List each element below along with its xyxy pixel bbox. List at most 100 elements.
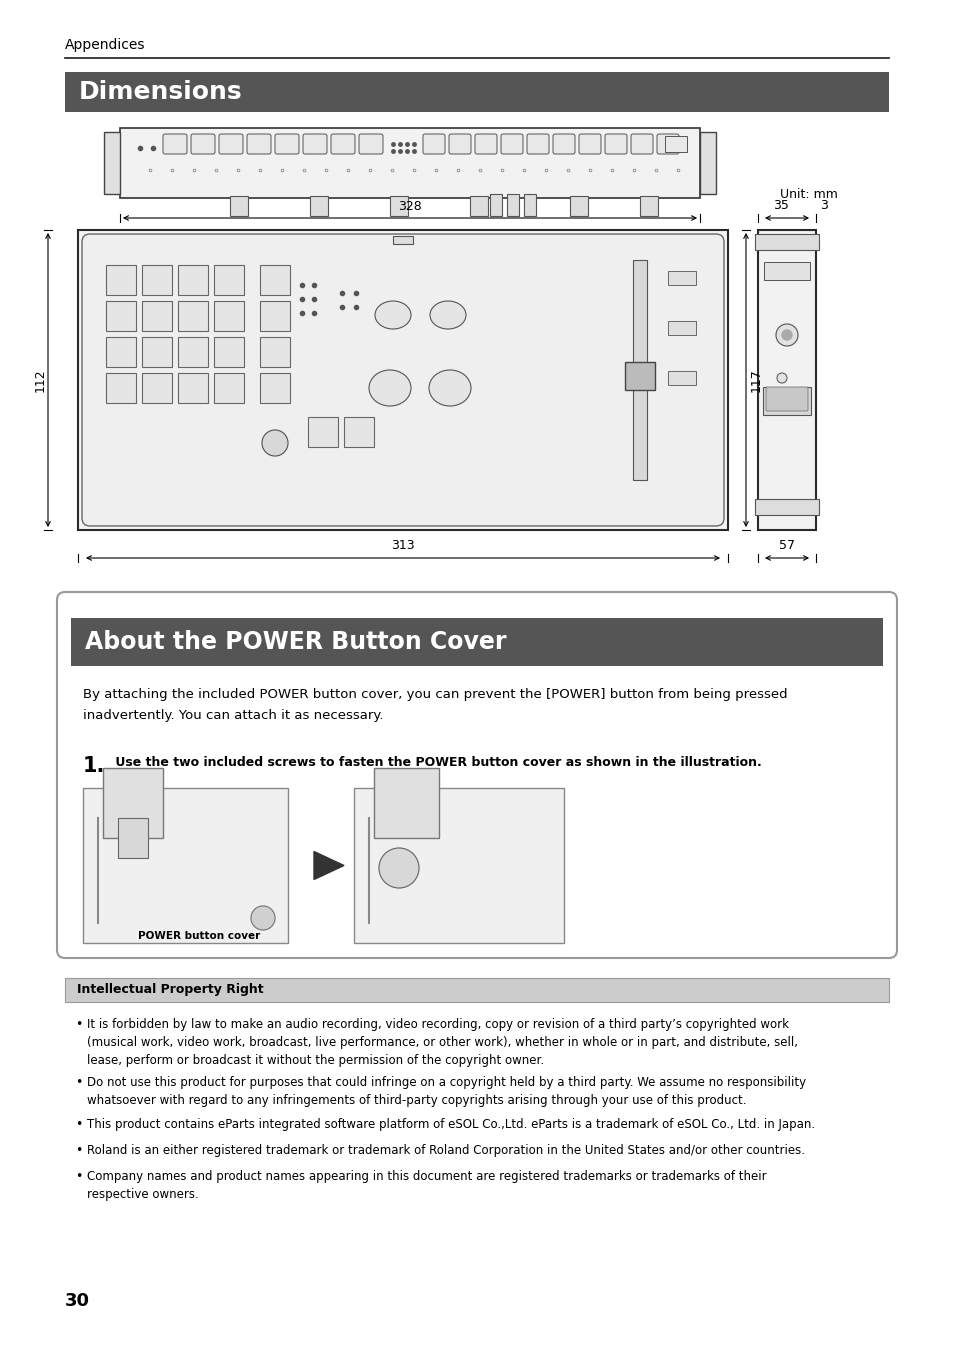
Text: This product contains eParts integrated software platform of eSOL Co.,Ltd. ePart: This product contains eParts integrated …: [87, 1118, 814, 1131]
Text: 30: 30: [65, 1292, 90, 1311]
Bar: [178, 337, 208, 367]
Text: Roland is an either registered trademark or trademark of Roland Corporation in t: Roland is an either registered trademark…: [87, 1144, 804, 1158]
Bar: [763, 263, 809, 280]
FancyBboxPatch shape: [191, 134, 214, 154]
FancyBboxPatch shape: [163, 134, 187, 154]
Bar: [106, 265, 136, 295]
Bar: [390, 196, 408, 217]
Bar: [118, 818, 148, 858]
Bar: [142, 265, 172, 295]
FancyBboxPatch shape: [526, 134, 548, 154]
Text: POWER button cover: POWER button cover: [138, 932, 260, 941]
Bar: [106, 337, 136, 367]
Circle shape: [378, 848, 418, 888]
FancyBboxPatch shape: [604, 134, 626, 154]
Bar: [667, 321, 696, 334]
Ellipse shape: [375, 301, 411, 329]
Text: •: •: [75, 1018, 82, 1030]
Text: 328: 328: [397, 200, 421, 213]
Bar: [667, 371, 696, 385]
Bar: [103, 768, 163, 838]
Bar: [754, 500, 818, 515]
Bar: [639, 196, 658, 217]
Text: 35: 35: [772, 199, 788, 213]
FancyBboxPatch shape: [422, 134, 444, 154]
Bar: [142, 337, 172, 367]
Circle shape: [776, 372, 786, 383]
Bar: [230, 196, 248, 217]
FancyBboxPatch shape: [578, 134, 600, 154]
Bar: [569, 196, 587, 217]
FancyBboxPatch shape: [247, 134, 271, 154]
Polygon shape: [314, 852, 344, 880]
Bar: [106, 372, 136, 403]
Bar: [120, 129, 700, 198]
Bar: [106, 301, 136, 330]
Text: 117: 117: [749, 368, 761, 391]
Bar: [374, 768, 438, 838]
Text: 3: 3: [820, 199, 827, 213]
Bar: [664, 135, 686, 152]
Text: 57: 57: [779, 539, 794, 552]
FancyBboxPatch shape: [500, 134, 522, 154]
Bar: [142, 301, 172, 330]
Ellipse shape: [429, 370, 471, 406]
Bar: [213, 372, 244, 403]
FancyBboxPatch shape: [449, 134, 471, 154]
Bar: [758, 230, 815, 529]
Bar: [213, 301, 244, 330]
FancyBboxPatch shape: [57, 592, 896, 959]
Bar: [393, 236, 413, 244]
Text: •: •: [75, 1170, 82, 1183]
Bar: [71, 617, 882, 666]
FancyBboxPatch shape: [331, 134, 355, 154]
Bar: [762, 387, 810, 414]
Circle shape: [781, 330, 791, 340]
Bar: [178, 265, 208, 295]
FancyBboxPatch shape: [553, 134, 575, 154]
Bar: [624, 362, 655, 390]
Bar: [310, 196, 328, 217]
FancyBboxPatch shape: [657, 134, 679, 154]
Ellipse shape: [430, 301, 465, 329]
Text: It is forbidden by law to make an audio recording, video recording, copy or revi: It is forbidden by law to make an audio …: [87, 1018, 797, 1067]
FancyBboxPatch shape: [303, 134, 327, 154]
Text: 313: 313: [391, 539, 415, 552]
Ellipse shape: [369, 370, 411, 406]
Bar: [470, 196, 488, 217]
Bar: [178, 372, 208, 403]
FancyBboxPatch shape: [358, 134, 382, 154]
Text: •: •: [75, 1118, 82, 1131]
FancyBboxPatch shape: [630, 134, 652, 154]
Text: Dimensions: Dimensions: [79, 80, 242, 104]
Text: •: •: [75, 1076, 82, 1089]
Bar: [104, 131, 120, 194]
Bar: [633, 260, 646, 481]
Bar: [667, 271, 696, 284]
Bar: [700, 131, 716, 194]
Bar: [354, 788, 563, 942]
Bar: [308, 417, 337, 447]
Bar: [260, 265, 290, 295]
Text: By attaching the included POWER button cover, you can prevent the [POWER] button: By attaching the included POWER button c…: [83, 688, 787, 722]
Bar: [178, 301, 208, 330]
Text: •: •: [75, 1144, 82, 1158]
Bar: [490, 194, 501, 217]
FancyBboxPatch shape: [274, 134, 298, 154]
Bar: [754, 234, 818, 250]
Circle shape: [775, 324, 797, 347]
Bar: [260, 301, 290, 330]
Text: Use the two included screws to fasten the POWER button cover as shown in the ill: Use the two included screws to fasten th…: [111, 756, 760, 769]
Bar: [78, 230, 727, 529]
FancyBboxPatch shape: [475, 134, 497, 154]
Bar: [83, 788, 288, 942]
Bar: [213, 265, 244, 295]
Text: 1.: 1.: [83, 756, 105, 776]
Bar: [344, 417, 374, 447]
Circle shape: [251, 906, 274, 930]
Text: Do not use this product for purposes that could infringe on a copyright held by : Do not use this product for purposes tha…: [87, 1076, 805, 1108]
Bar: [213, 337, 244, 367]
Bar: [506, 194, 518, 217]
Circle shape: [262, 431, 288, 456]
Bar: [260, 337, 290, 367]
